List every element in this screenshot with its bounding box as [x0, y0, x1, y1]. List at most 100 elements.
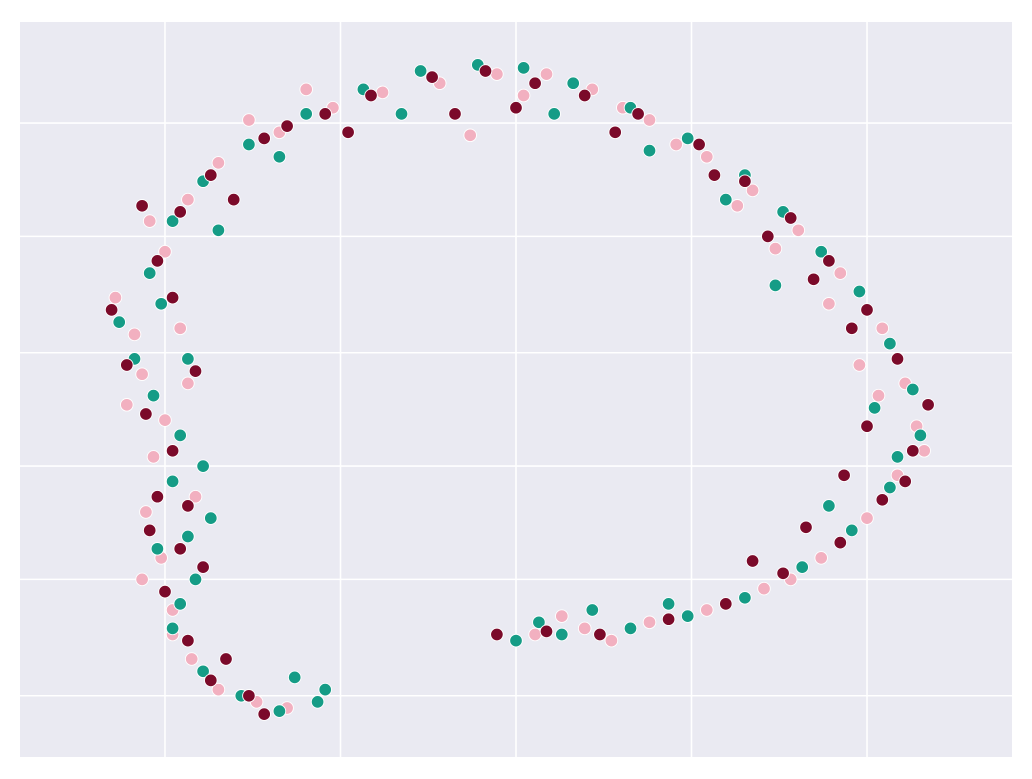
scatter-point [394, 107, 409, 121]
scatter-point [890, 352, 905, 366]
scatter-point [150, 254, 165, 268]
scatter-point [539, 624, 554, 639]
scatter-point [196, 560, 210, 574]
scatter-point [845, 321, 859, 336]
scatter-point [768, 241, 783, 256]
scatter-point [139, 407, 153, 421]
scatter-point [173, 542, 187, 556]
scatter-point [181, 192, 195, 207]
scatter-point [108, 290, 123, 305]
scatter-point [547, 107, 561, 121]
scatter-point [795, 560, 809, 574]
scatter-point [585, 603, 600, 617]
scatter-point [700, 150, 714, 164]
scatter-point [532, 615, 546, 630]
scatter-point [707, 168, 722, 182]
scatter-point [516, 88, 531, 103]
scatter-point [211, 156, 226, 170]
scatter-point [875, 493, 890, 507]
scatter-point [165, 474, 180, 489]
scatter-point [127, 327, 142, 342]
scatter-point [719, 192, 733, 207]
scatter-point [719, 597, 733, 611]
scatter-point [150, 542, 165, 556]
scatter-point [791, 223, 806, 238]
scatter-point [776, 566, 790, 581]
scatter-point [631, 107, 645, 121]
scatter-point [883, 336, 897, 351]
scatter-point [257, 707, 271, 721]
scatter-point [142, 214, 157, 228]
scatter-point [833, 535, 848, 550]
scatter-point [173, 428, 187, 443]
scatter-point [860, 303, 874, 317]
scatter-point [154, 297, 168, 311]
scatter-point [680, 131, 695, 146]
scatter-point [165, 444, 180, 458]
scatter-point [181, 633, 195, 648]
scatter-point [509, 100, 523, 115]
scatter-point [165, 621, 180, 636]
scatter-point [833, 266, 848, 280]
scatter-point [837, 468, 851, 483]
scatter-point [211, 223, 226, 238]
scatter-point [577, 621, 592, 636]
scatter-point [181, 376, 195, 391]
scatter-point [917, 444, 931, 458]
scatter-point [913, 428, 928, 443]
data-points [104, 58, 935, 721]
scatter-point [204, 511, 218, 525]
scatter-point [822, 254, 836, 268]
scatter-point [196, 664, 210, 679]
scatter-point [757, 581, 771, 596]
scatter-point [226, 192, 241, 207]
scatter-point [310, 695, 325, 709]
scatter-point [593, 627, 607, 642]
scatter-point [898, 474, 912, 489]
scatter-point [158, 244, 172, 259]
scatter-point [165, 290, 180, 305]
scatter-point [814, 551, 828, 565]
scatter-point [623, 621, 638, 636]
scatter-point [608, 125, 622, 140]
scatter-point [165, 214, 180, 228]
scatter-point [680, 609, 695, 623]
scatter-point [272, 704, 287, 718]
scatter-point [158, 584, 172, 599]
scatter-point [120, 358, 134, 372]
scatter-point [425, 70, 439, 84]
scatter-point [906, 444, 920, 458]
scatter-point [806, 272, 821, 287]
scatter-point [509, 633, 523, 648]
scatter-point [867, 401, 882, 415]
scatter-point [448, 107, 462, 121]
scatter-point [173, 321, 187, 336]
scatter-point [738, 591, 752, 605]
scatter-point [822, 499, 836, 513]
scatter-point [181, 529, 195, 544]
scatter-point [184, 652, 199, 666]
scatter-point [539, 67, 554, 81]
scatter-point [318, 107, 332, 121]
scatter-point [921, 398, 935, 412]
scatter-point [642, 143, 657, 158]
scatter-point [135, 199, 149, 213]
scatter-point [860, 511, 874, 525]
scatter-point [375, 85, 390, 100]
scatter-point [413, 64, 428, 78]
scatter-point [196, 459, 210, 473]
scatter-point [364, 88, 378, 103]
scatter-point [642, 113, 657, 127]
scatter-point [478, 64, 493, 78]
scatter-point [700, 603, 714, 617]
scatter-point [761, 229, 775, 244]
scatter-point [661, 597, 676, 611]
scatter-point [528, 76, 542, 90]
scatter-point [146, 388, 161, 403]
scatter-point [188, 572, 203, 587]
scatter-point [242, 113, 256, 127]
scatter-point [219, 652, 233, 666]
scatter-point [822, 297, 836, 311]
scatter-point [906, 382, 920, 397]
